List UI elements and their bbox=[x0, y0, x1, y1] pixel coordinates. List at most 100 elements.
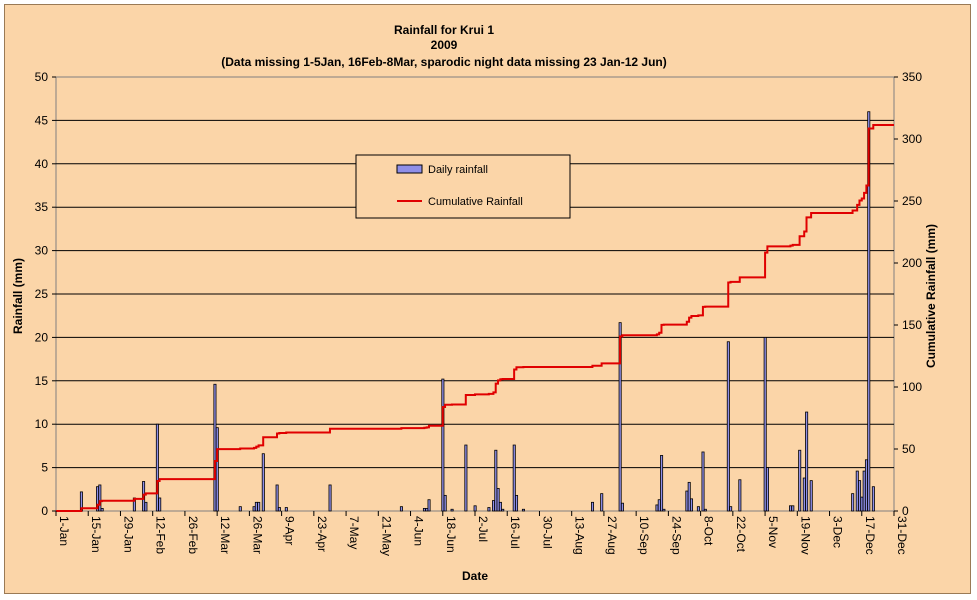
x-tick-label: 5-Nov bbox=[766, 516, 780, 548]
daily-rainfall-bar bbox=[662, 508, 666, 512]
x-tick-label: 29-Jan bbox=[121, 516, 135, 553]
y2-tick-label: 50 bbox=[902, 442, 916, 456]
daily-rainfall-bar bbox=[496, 488, 500, 512]
daily-rainfall-bar bbox=[805, 411, 809, 512]
daily-rainfall-bar bbox=[729, 506, 733, 512]
daily-rainfall-bar bbox=[851, 493, 855, 512]
x-tick-label: 26-Mar bbox=[250, 516, 264, 554]
daily-rainfall-bar bbox=[487, 507, 491, 512]
y-tick-label: 25 bbox=[35, 287, 49, 301]
daily-rainfall-bar bbox=[696, 506, 700, 512]
legend-label-daily: Daily rainfall bbox=[428, 164, 488, 176]
daily-rainfall-bar bbox=[687, 481, 691, 512]
y2-axis-title: Cumulative Rainfall (mm) bbox=[924, 224, 938, 368]
daily-rainfall-bar bbox=[254, 501, 258, 512]
y2-tick-label: 200 bbox=[902, 256, 922, 270]
x-tick-label: 23-Apr bbox=[315, 516, 329, 552]
daily-rainfall-bar bbox=[703, 508, 707, 512]
daily-rainfall-bar bbox=[618, 322, 622, 512]
daily-rainfall-bar bbox=[789, 505, 793, 512]
left-axis-ticks: 0 5 10 15 20 25 30 35 40 45 50 bbox=[35, 70, 56, 518]
daily-rainfall-bar bbox=[328, 484, 332, 512]
daily-rainfall-bar bbox=[862, 470, 866, 512]
chart-note: (Data missing 1-5Jan, 16Feb-8Mar, sparod… bbox=[221, 55, 666, 69]
y-tick-label: 15 bbox=[35, 374, 49, 388]
daily-rainfall-bar bbox=[425, 507, 429, 512]
x-tick-label: 24-Sep bbox=[669, 516, 683, 555]
daily-rainfall-bar bbox=[213, 383, 217, 512]
daily-rainfall-bar bbox=[261, 453, 265, 512]
gridlines bbox=[56, 119, 894, 469]
x-tick-label: 15-Jan bbox=[89, 516, 103, 553]
daily-rainfall-bar bbox=[450, 508, 454, 512]
y-tick-label: 20 bbox=[35, 330, 49, 344]
x-axis-ticks: 1-Jan 15-Jan 29-Jan 12-Feb 26-Feb 12-Mar 26-Ma… bbox=[55, 511, 909, 556]
x-tick-label: 19-Nov bbox=[798, 516, 812, 555]
daily-rainfall-bar bbox=[802, 477, 806, 512]
x-tick-label: 10-Sep bbox=[637, 516, 651, 555]
y-axis-title: Rainfall (mm) bbox=[11, 258, 25, 334]
x-tick-label: 21-May bbox=[379, 516, 393, 556]
daily-rainfall-bars bbox=[79, 111, 875, 512]
daily-rainfall-bar bbox=[521, 508, 525, 512]
y-tick-label: 50 bbox=[35, 70, 49, 84]
x-tick-label: 22-Oct bbox=[734, 516, 748, 553]
daily-rainfall-bar bbox=[515, 494, 519, 512]
legend: Daily rainfall Cumulative Rainfall bbox=[355, 154, 571, 219]
chart-subtitle: 2009 bbox=[431, 38, 458, 52]
x-tick-label: 12-Mar bbox=[218, 516, 232, 554]
x-tick-label: 12-Feb bbox=[154, 516, 168, 554]
daily-rainfall-bar bbox=[864, 459, 868, 512]
y2-tick-label: 250 bbox=[902, 194, 922, 208]
x-tick-label: 2-Jul bbox=[476, 516, 490, 542]
legend-label-cumulative: Cumulative Rainfall bbox=[428, 196, 523, 208]
legend-bar-swatch bbox=[396, 164, 423, 174]
x-tick-label: 31-Dec bbox=[895, 516, 909, 555]
daily-rainfall-bar bbox=[858, 480, 862, 512]
x-tick-label: 13-Aug bbox=[573, 516, 587, 555]
daily-rainfall-bar bbox=[738, 479, 742, 512]
x-tick-label: 7-May bbox=[347, 516, 361, 549]
x-tick-label: 4-Jun bbox=[412, 516, 426, 546]
daily-rainfall-bar bbox=[867, 111, 871, 512]
daily-rainfall-bar bbox=[238, 506, 242, 512]
daily-rainfall-bar bbox=[660, 455, 664, 512]
daily-rainfall-bar bbox=[809, 480, 813, 512]
y2-tick-label: 150 bbox=[902, 318, 922, 332]
daily-rainfall-bar bbox=[494, 449, 498, 512]
y2-tick-label: 100 bbox=[902, 380, 922, 394]
daily-rainfall-bar bbox=[427, 499, 431, 512]
daily-rainfall-bar bbox=[98, 484, 102, 512]
y2-tick-label: 0 bbox=[902, 504, 909, 518]
daily-rainfall-bar bbox=[155, 423, 159, 512]
y-tick-label: 0 bbox=[41, 504, 48, 518]
daily-rainfall-bar bbox=[443, 494, 447, 512]
x-tick-label: 17-Dec bbox=[863, 516, 877, 555]
daily-rainfall-bar bbox=[215, 427, 219, 512]
daily-rainfall-bar bbox=[252, 506, 256, 512]
x-tick-label: 26-Feb bbox=[186, 516, 200, 554]
x-tick-label: 16-Jul bbox=[508, 516, 522, 549]
daily-rainfall-bar bbox=[144, 501, 148, 512]
daily-rainfall-bar bbox=[284, 507, 288, 512]
daily-rainfall-bar bbox=[498, 501, 502, 512]
daily-rainfall-bar bbox=[855, 470, 859, 512]
daily-rainfall-bar bbox=[765, 467, 769, 512]
right-axis-ticks: 0 50 100 150 200 250 300 350 bbox=[894, 70, 922, 518]
x-tick-label: 30-Jul bbox=[540, 516, 554, 549]
x-tick-label: 8-Oct bbox=[702, 516, 716, 546]
daily-rainfall-bar bbox=[763, 336, 767, 512]
daily-rainfall-bar bbox=[464, 444, 468, 512]
x-tick-label: 18-Jun bbox=[444, 516, 458, 553]
daily-rainfall-bar bbox=[690, 498, 694, 512]
daily-rainfall-bar bbox=[492, 500, 496, 512]
y-tick-label: 30 bbox=[35, 244, 49, 258]
y-tick-label: 5 bbox=[41, 461, 48, 475]
daily-rainfall-bar bbox=[657, 499, 661, 512]
x-tick-label: 1-Jan bbox=[57, 516, 71, 546]
daily-rainfall-bar bbox=[620, 502, 624, 512]
daily-rainfall-bar bbox=[726, 341, 730, 512]
x-axis-title: Date bbox=[462, 569, 488, 583]
daily-rainfall-bar bbox=[860, 496, 864, 512]
